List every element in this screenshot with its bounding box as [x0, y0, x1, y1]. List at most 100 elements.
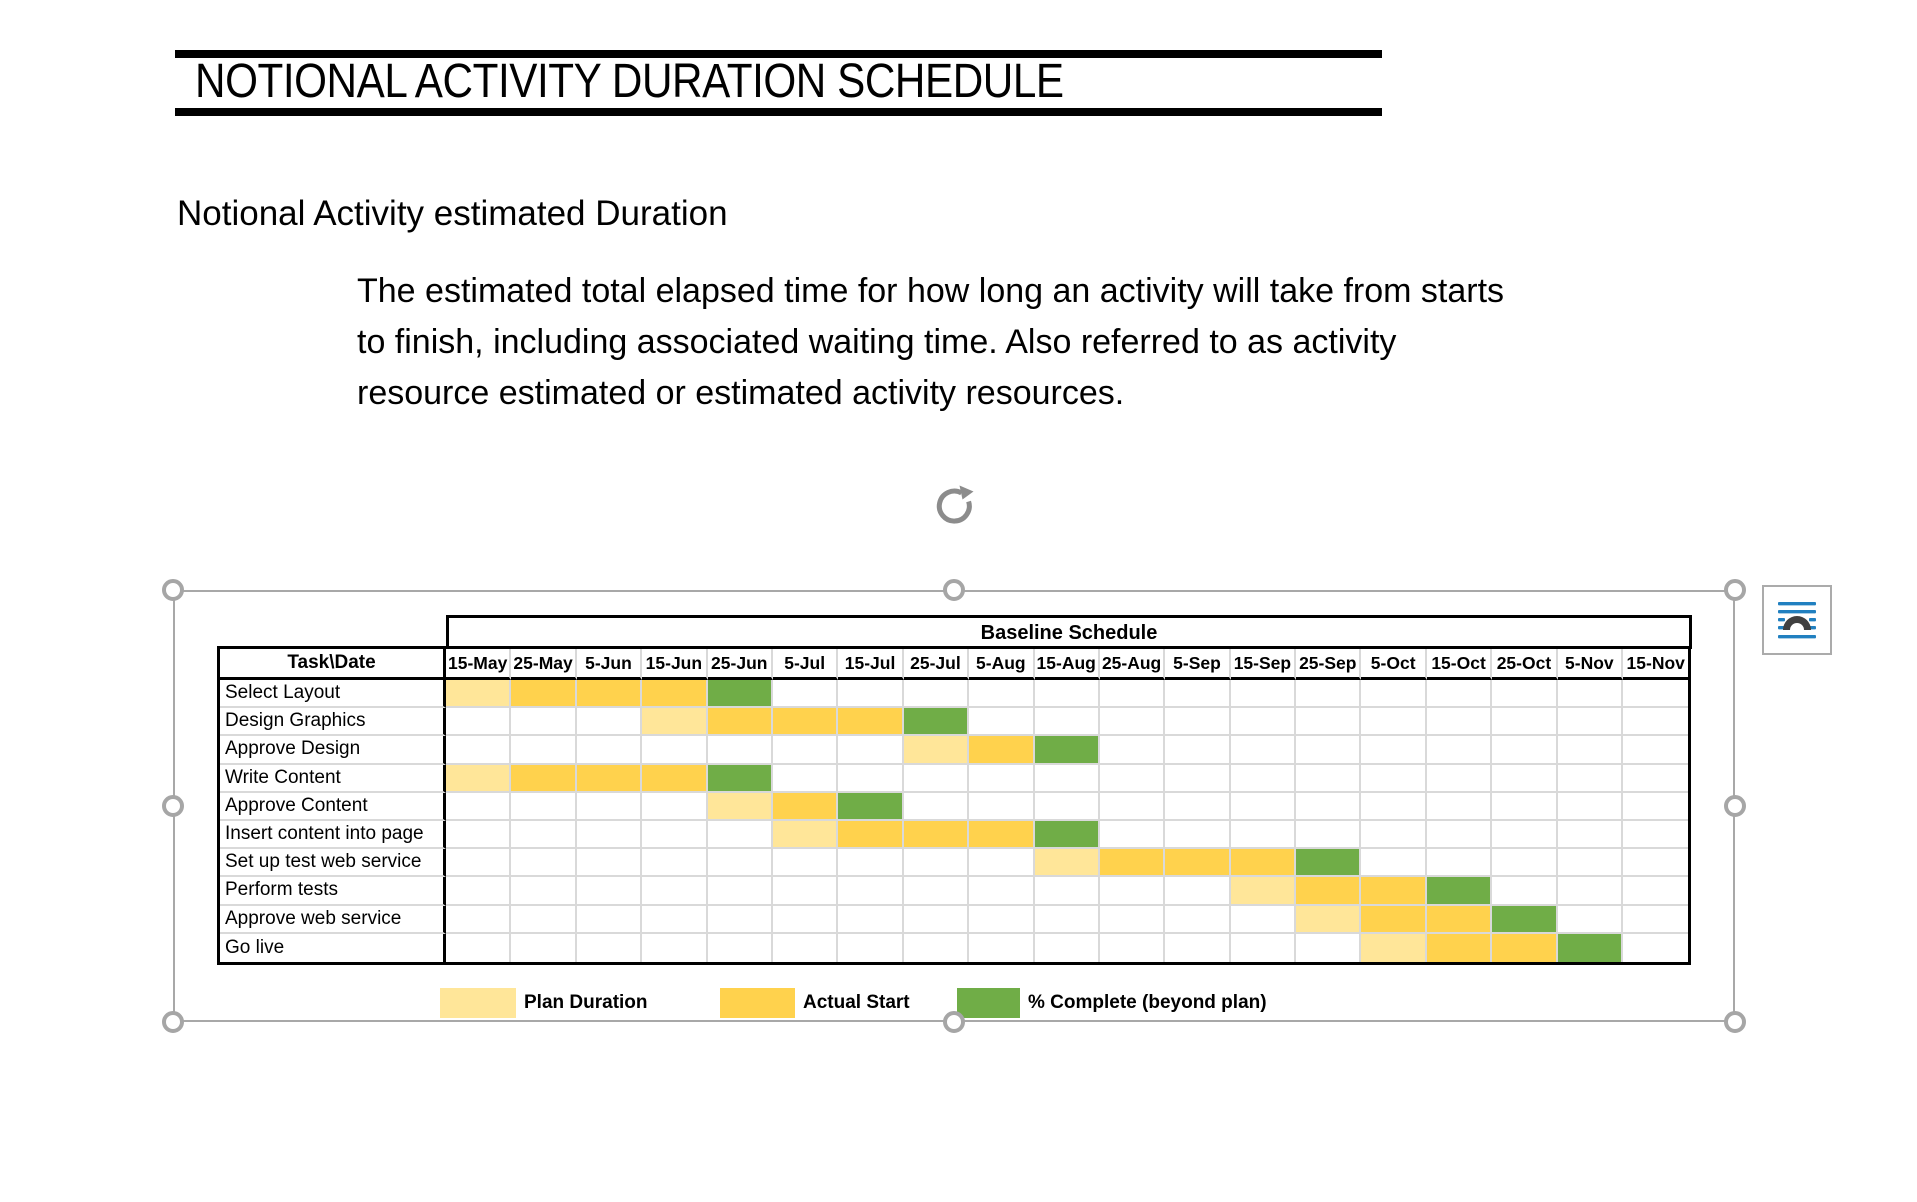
gantt-cell-empty — [707, 905, 773, 934]
gantt-cell-empty — [1426, 736, 1493, 765]
gantt-cell-empty — [1296, 820, 1362, 850]
gantt-cell-complete — [903, 708, 970, 737]
gantt-cell-empty — [577, 933, 643, 962]
gantt-cell-empty — [903, 877, 970, 906]
gantt-cell-empty — [1099, 764, 1166, 793]
gantt-cell-empty — [1623, 934, 1688, 962]
gantt-cell-empty — [1623, 877, 1689, 906]
gantt-cell-empty — [1034, 764, 1100, 793]
gantt-cell-empty — [969, 905, 1035, 934]
task-label: Perform tests — [220, 877, 446, 906]
gantt-cell-empty — [446, 708, 512, 737]
task-label: Approve Content — [220, 792, 446, 821]
date-header-cell: 5-Sep — [1165, 649, 1231, 680]
gantt-cell-empty — [1099, 877, 1166, 906]
selection-handle-middle-right[interactable] — [1724, 795, 1746, 817]
gantt-cell-empty — [446, 820, 512, 850]
selection-handle-top-center[interactable] — [943, 579, 965, 601]
gantt-cell-empty — [707, 736, 773, 765]
gantt-cell-empty — [1165, 708, 1231, 737]
gantt-cell-actual — [1426, 933, 1493, 962]
selection-handle-top-left[interactable] — [162, 579, 184, 601]
gantt-cell-empty — [1361, 736, 1427, 765]
gantt-chart-object[interactable]: Baseline Schedule Task\Date 15-May 25-May 5… — [217, 615, 1692, 965]
date-header-cell: 25-Oct — [1492, 649, 1558, 680]
gantt-cell-plan — [1230, 877, 1297, 906]
gantt-cell-empty — [446, 736, 512, 765]
selection-handle-top-right[interactable] — [1724, 579, 1746, 601]
gantt-cell-empty — [576, 792, 643, 821]
gantt-cell-empty — [772, 877, 839, 906]
gantt-cell-empty — [642, 736, 708, 765]
date-header-cell: 15-Jul — [838, 649, 904, 680]
gantt-cell-empty — [838, 877, 904, 906]
gantt-cell-empty — [1623, 736, 1689, 765]
gantt-cell-empty — [1623, 708, 1689, 737]
date-header-cell: 5-Jul — [772, 649, 839, 680]
task-label: Go live — [220, 933, 446, 962]
gantt-cell-empty — [838, 905, 904, 934]
gantt-cell-empty — [1230, 680, 1297, 709]
gantt-cell-empty — [1230, 792, 1297, 821]
date-header-cell: 25-May — [511, 649, 577, 680]
task-label: Write Content — [220, 764, 446, 793]
gantt-cell-plan — [446, 764, 512, 793]
gantt-cell-empty — [511, 849, 577, 878]
selection-handle-bottom-left[interactable] — [162, 1011, 184, 1033]
legend-label: Plan Duration — [524, 992, 648, 1013]
gantt-cell-empty — [1361, 764, 1427, 793]
gantt-cell-empty — [1099, 680, 1166, 709]
gantt-cell-empty — [969, 933, 1035, 962]
gantt-cell-empty — [1557, 820, 1624, 850]
gantt-cell-empty — [576, 708, 643, 737]
selection-handle-middle-left[interactable] — [162, 795, 184, 817]
gantt-cell-empty — [772, 849, 839, 878]
gantt-cell-empty — [1492, 877, 1558, 906]
gantt-cell-empty — [838, 680, 904, 709]
gantt-cell-empty — [642, 820, 708, 850]
gantt-cell-empty — [642, 905, 708, 934]
gantt-cell-plan — [1361, 933, 1427, 962]
rotate-handle[interactable] — [931, 482, 977, 528]
gantt-cell-actual — [642, 764, 708, 793]
legend-item-plan-duration: Plan Duration — [440, 988, 648, 1018]
gantt-cell-empty — [1099, 820, 1166, 850]
gantt-cell-actual — [707, 708, 773, 737]
gantt-cell-actual — [772, 792, 839, 821]
legend-label: % Complete (beyond plan) — [1028, 992, 1267, 1013]
title-rule-bottom — [175, 108, 1382, 116]
gantt-cell-empty — [903, 849, 970, 878]
selection-handle-bottom-center[interactable] — [943, 1011, 965, 1033]
legend-item-actual-start: Actual Start — [720, 988, 910, 1018]
gantt-cell-plan — [772, 820, 839, 850]
plan-duration-swatch — [440, 988, 516, 1018]
gantt-cell-empty — [1230, 905, 1297, 934]
gantt-cell-empty — [1165, 764, 1231, 793]
gantt-cell-empty — [576, 849, 643, 878]
gantt-cell-empty — [1165, 736, 1231, 765]
gantt-cell-empty — [969, 764, 1035, 793]
page-title: NOTIONAL ACTIVITY DURATION SCHEDULE — [195, 55, 1064, 108]
gantt-grid: Task\Date 15-May 25-May 5-Jun 15-Jun 25-Jun 5-… — [217, 646, 1692, 965]
gantt-cell-plan — [1296, 905, 1362, 934]
gantt-cell-empty — [511, 905, 577, 934]
gantt-cell-empty — [511, 708, 577, 737]
gantt-cell-actual — [838, 708, 904, 737]
gantt-cell-empty — [1230, 820, 1297, 850]
gantt-cell-empty — [903, 792, 970, 821]
date-header-cell: 25-Jun — [707, 649, 773, 680]
gantt-cell-empty — [1361, 792, 1427, 821]
gantt-cell-complete — [1426, 877, 1493, 906]
gantt-cell-empty — [1557, 680, 1624, 709]
gantt-cell-plan — [1034, 849, 1100, 878]
gantt-cell-empty — [838, 736, 904, 765]
selection-handle-bottom-right[interactable] — [1724, 1011, 1746, 1033]
gantt-cell-empty — [642, 849, 708, 878]
gantt-cell-empty — [1165, 820, 1231, 850]
layout-options-button[interactable] — [1762, 585, 1832, 655]
gantt-cell-empty — [707, 849, 773, 878]
gantt-cell-empty — [1623, 906, 1689, 934]
date-header-cell: 25-Aug — [1099, 649, 1166, 680]
gantt-cell-empty — [511, 933, 577, 962]
gantt-cell-actual — [1361, 877, 1427, 906]
